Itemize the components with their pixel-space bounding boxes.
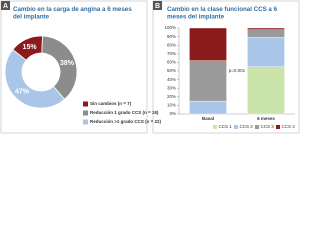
y-tick-label: 100% <box>164 25 176 30</box>
legend-label: Reducción >1 grado CCS (n = 22) <box>90 119 162 124</box>
legend-swatch <box>83 119 88 125</box>
annotation: p=0,001 <box>229 68 246 73</box>
x-tick-label: 6 meses <box>257 116 275 121</box>
y-tick-label: 60% <box>167 60 176 65</box>
bar-segment <box>247 29 285 38</box>
legend-swatch <box>213 125 217 129</box>
y-tick-label: 70% <box>167 51 176 56</box>
panel-tag: A <box>3 3 8 10</box>
chart-title: Cambio en la carga de angina a 6 meses de… <box>13 6 132 21</box>
donut-slice <box>4 49 66 109</box>
y-tick-label: 10% <box>167 103 176 108</box>
data-label: 38% <box>60 60 75 67</box>
legend-swatch <box>255 125 259 129</box>
bar-segment <box>247 27 285 30</box>
y-tick-label: 20% <box>167 94 176 99</box>
legend-label: CCS 2 <box>240 124 254 129</box>
data-label: 15% <box>23 44 38 51</box>
legend-swatch <box>276 125 280 129</box>
bar-segment <box>189 27 227 61</box>
legend-swatch <box>83 110 88 116</box>
figure: A B Cambio en la carga de angina a 6 mes… <box>0 0 300 134</box>
y-tick-label: 80% <box>167 42 176 47</box>
y-tick-label: 50% <box>167 68 176 73</box>
panel-b-tag-box <box>153 1 162 10</box>
y-tick-label: 30% <box>167 85 176 90</box>
legend-label: CCS 4 <box>282 124 296 129</box>
donut-slice <box>41 35 78 100</box>
legend-label: Reducción 1 grado CCS (n = 18) <box>90 110 159 115</box>
legend-label: CCS 1 <box>219 124 233 129</box>
y-tick-label: 0% <box>169 111 176 116</box>
panel-a-tag-box <box>1 1 10 10</box>
bar-segment <box>189 100 227 115</box>
chart-title: Cambio en la clase funcional CCS a 6 mese… <box>167 6 278 21</box>
legend-swatch <box>234 125 238 129</box>
legend-label: Sin cambios (n = 7) <box>90 101 132 106</box>
bar-segment <box>189 60 227 102</box>
data-label: 47% <box>15 89 30 96</box>
legend-swatch <box>83 101 88 107</box>
x-tick-label: Basal <box>202 116 214 121</box>
y-tick-label: 90% <box>167 34 176 39</box>
bar-segment <box>247 66 285 115</box>
y-tick-label: 40% <box>167 77 176 82</box>
legend-label: CCS 3 <box>261 124 275 129</box>
bar-segment <box>247 37 285 67</box>
panel-tag: B <box>155 3 160 10</box>
